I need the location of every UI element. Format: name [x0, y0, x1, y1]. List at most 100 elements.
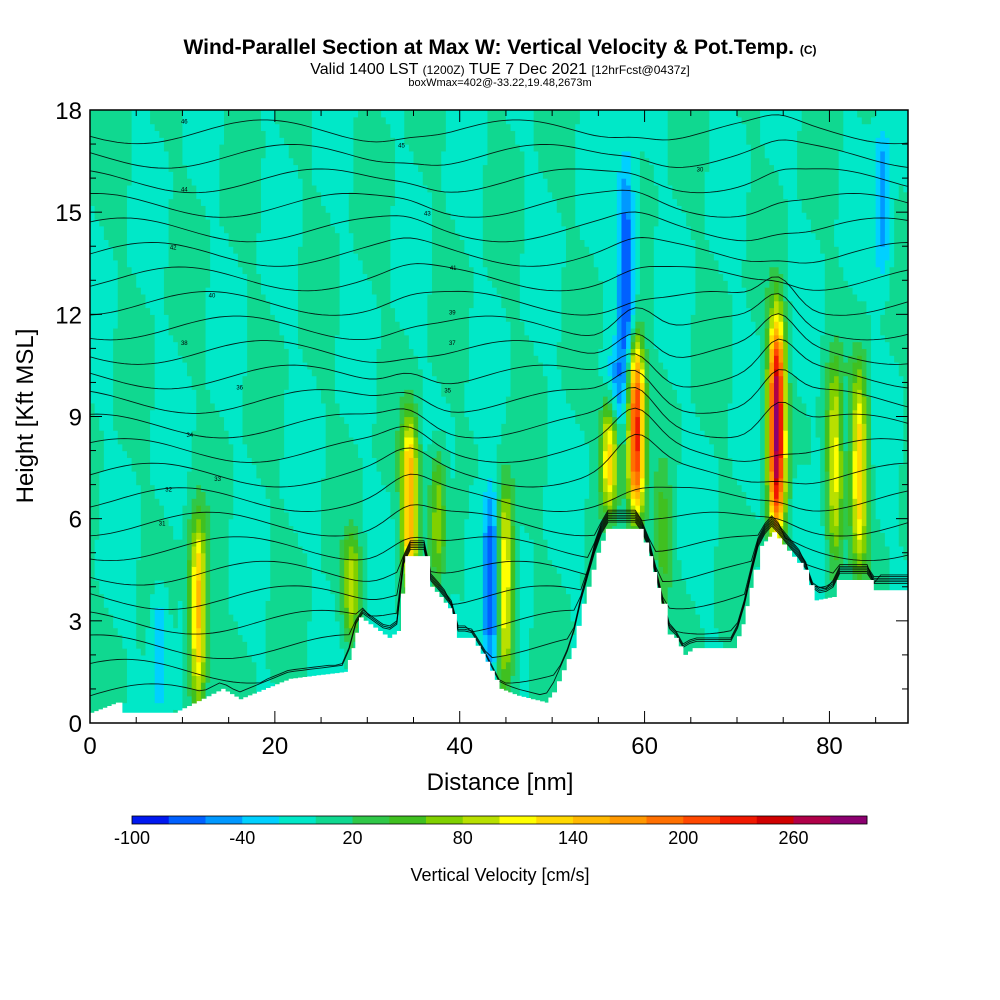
velocity-cell	[607, 491, 613, 506]
theta-contour-label: 34	[186, 433, 193, 439]
theta-contour	[90, 514, 908, 611]
velocity-cell	[607, 518, 613, 533]
theta-contour	[90, 433, 908, 488]
velocity-cell	[778, 334, 784, 343]
velocity-cell	[630, 341, 636, 349]
velocity-cell	[126, 110, 133, 186]
velocity-cell	[857, 539, 863, 554]
velocity-cell	[191, 110, 197, 186]
velocity-cell	[510, 620, 516, 676]
velocity-cell	[260, 157, 267, 295]
velocity-cell	[783, 341, 789, 370]
velocity-cell	[861, 375, 868, 397]
velocity-cell	[598, 491, 604, 520]
velocity-cell	[284, 511, 290, 710]
velocity-cell	[191, 498, 197, 513]
velocity-cell	[473, 477, 479, 723]
velocity-cell	[635, 321, 641, 329]
velocity-cell	[778, 518, 784, 527]
velocity-cell	[612, 409, 618, 418]
velocity-cell	[681, 579, 687, 723]
velocity-cell	[824, 470, 831, 540]
velocity-cell	[778, 505, 784, 513]
velocity-cell	[228, 518, 234, 615]
velocity-cell	[741, 110, 747, 125]
velocity-cell	[496, 498, 502, 690]
velocity-cell	[621, 443, 627, 499]
velocity-cell	[801, 402, 807, 465]
velocity-cell	[187, 470, 193, 520]
velocity-cell	[875, 110, 881, 138]
velocity-cell	[187, 559, 193, 636]
velocity-cell	[468, 430, 475, 486]
velocity-cell	[478, 110, 484, 710]
velocity-cell	[644, 484, 650, 520]
velocity-cell	[783, 110, 789, 200]
velocity-cell	[834, 545, 840, 561]
velocity-cell	[103, 110, 110, 241]
velocity-cell	[806, 464, 812, 588]
velocity-cell	[136, 559, 142, 649]
velocity-cell	[376, 470, 382, 670]
theta-contour-label: 43	[424, 212, 431, 218]
velocity-cell	[815, 239, 821, 397]
velocity-cell	[297, 348, 304, 547]
velocity-cell	[348, 232, 355, 438]
theta-contour	[90, 338, 908, 390]
velocity-cell	[566, 110, 572, 404]
theta-contour	[90, 516, 908, 635]
velocity-cell	[187, 634, 193, 697]
colorbar-swatch	[609, 816, 647, 824]
velocity-cell	[487, 110, 493, 281]
velocity-cell	[663, 110, 669, 370]
velocity-cell	[219, 225, 225, 418]
velocity-cell	[492, 110, 498, 288]
colorbar-swatch	[830, 816, 868, 824]
velocity-cell	[773, 327, 780, 336]
velocity-cell	[575, 123, 581, 227]
velocity-cell	[658, 110, 664, 363]
theta-contour-label: 45	[398, 144, 405, 150]
velocity-cell	[778, 300, 784, 315]
velocity-cell	[778, 348, 784, 363]
theta-contour-label: 38	[181, 341, 188, 347]
velocity-cell	[408, 150, 415, 349]
colorbar: -100 -40 20 80 140 200 260	[114, 815, 868, 848]
velocity-cell	[330, 593, 336, 723]
y-tick-label: 6	[69, 507, 82, 534]
velocity-cell	[552, 198, 558, 567]
velocity-cell	[894, 110, 900, 200]
velocity-cell	[177, 539, 184, 601]
theta-contour-label: 35	[444, 389, 451, 395]
velocity-cell	[639, 362, 646, 370]
theta-contour	[90, 168, 908, 194]
velocity-cell	[358, 110, 364, 261]
velocity-cell	[852, 110, 858, 295]
velocity-cell	[579, 573, 586, 588]
velocity-cell	[464, 110, 470, 254]
velocity-cell	[626, 321, 632, 336]
velocity-cell	[251, 110, 257, 465]
velocity-cell	[593, 266, 599, 636]
velocity-cell	[348, 532, 355, 547]
velocity-cell	[191, 675, 197, 690]
velocity-cell	[256, 477, 262, 723]
velocity-cell	[861, 552, 868, 574]
velocity-cell	[501, 423, 507, 465]
velocity-cell	[607, 416, 613, 424]
velocity-cell	[621, 110, 627, 152]
velocity-cell	[778, 402, 784, 458]
y-axis-label: Height [Kft MSL]	[12, 329, 39, 504]
velocity-cell	[584, 498, 590, 615]
velocity-cell	[487, 634, 493, 663]
velocity-cell	[773, 368, 780, 377]
velocity-cell	[404, 450, 410, 547]
velocity-cell	[399, 327, 405, 397]
velocity-cell	[639, 110, 646, 152]
velocity-cell	[187, 375, 193, 472]
velocity-cell	[639, 505, 646, 513]
velocity-cell	[575, 110, 581, 125]
velocity-cell	[861, 348, 868, 377]
velocity-cell	[635, 484, 641, 493]
velocity-cell	[196, 198, 202, 486]
